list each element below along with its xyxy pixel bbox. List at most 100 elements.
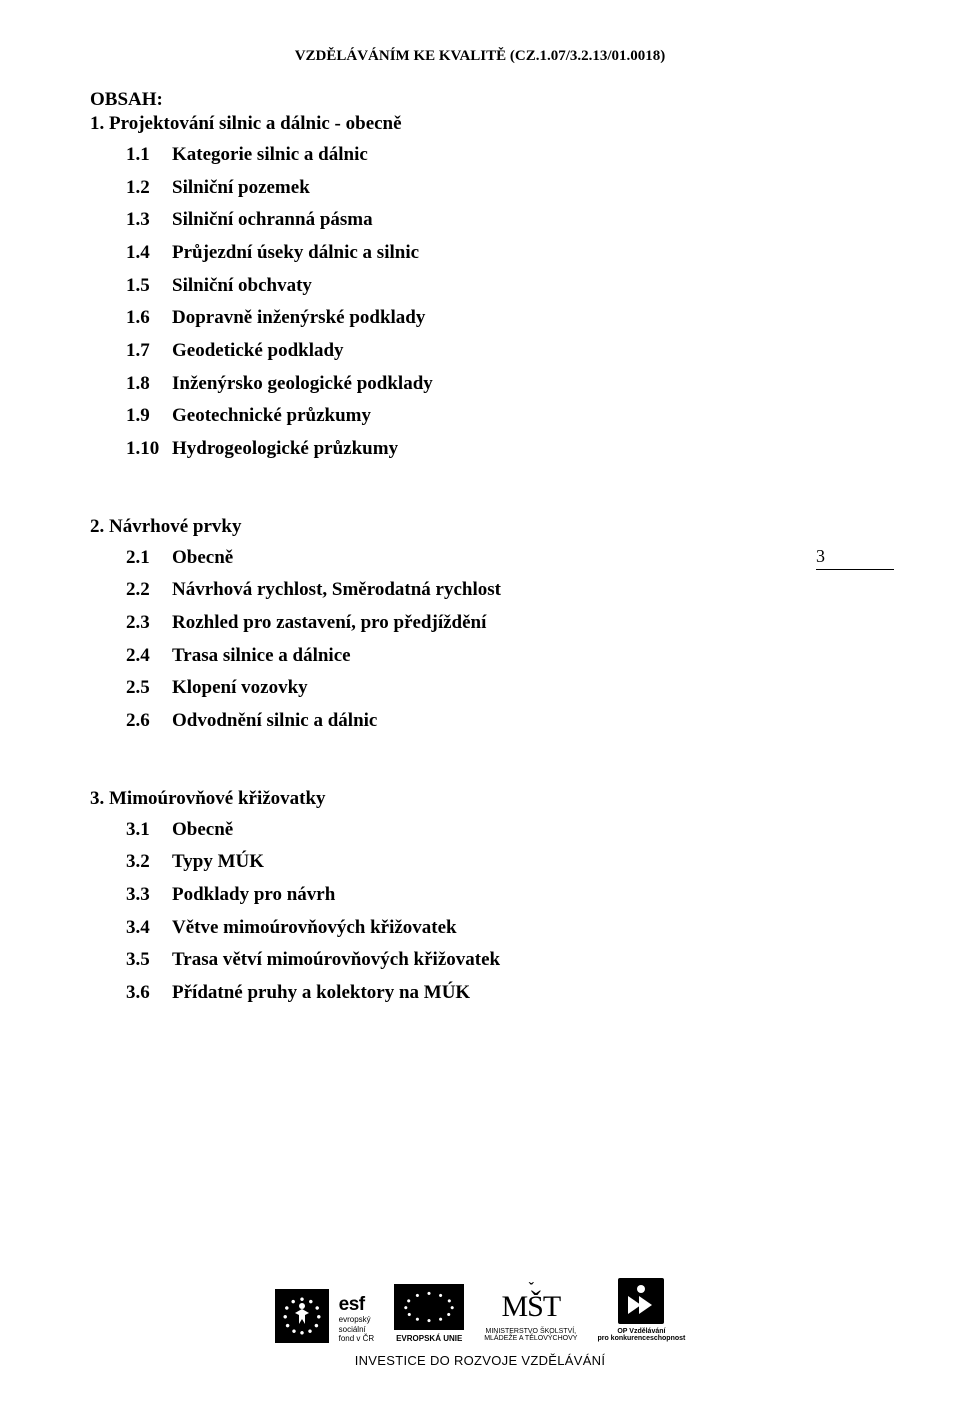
toc-item-number: 3.1 [126,814,172,847]
toc-item-number: 3.6 [126,977,172,1010]
toc-item-number: 1.1 [126,139,172,172]
toc-item-label: Větve mimoúrovňových křižovatek [172,912,870,945]
chapter-title: 1. Projektování silnic a dálnic - obecně [90,113,870,135]
toc-item-label: Průjezdní úseky dálnic a silnic [172,237,870,270]
obsah-heading: OBSAH: [90,89,870,111]
toc-item-label: Typy MÚK [172,846,870,879]
toc-item: 1.4Průjezdní úseky dálnic a silnic [126,237,870,270]
msmt-logo: ˇ MŠT MINISTERSTVO ŠKOLSTVÍ, MLÁDEŽE A T… [484,1284,577,1343]
toc-item-label: Klopení vozovky [172,672,870,705]
toc-item-label: Návrhová rychlost, Směrodatná rychlost [172,574,870,607]
toc-item-number: 1.9 [126,400,172,433]
opvk-caption-line1: OP Vzdělávání [617,1328,665,1335]
toc-item: 3.4Větve mimoúrovňových křižovatek [126,912,870,945]
opvk-caption: OP Vzdělávání pro konkurenceschopnost [597,1328,685,1343]
toc-item-number: 3.4 [126,912,172,945]
footer: esf evropský sociální fond v ČR EVROPSKÁ… [0,1278,960,1368]
chapter-title: 3. Mimoúrovňové křižovatky [90,788,870,810]
page-number-box: 3 [816,546,894,570]
toc-item: 1.6Dopravně inženýrské podklady [126,302,870,335]
toc-item-label: Kategorie silnic a dálnic [172,139,870,172]
toc-item-label: Geotechnické průzkumy [172,400,870,433]
toc-item-number: 1.5 [126,270,172,303]
toc-item-label: Odvodnění silnic a dálnic [172,705,870,738]
msmt-caption: MINISTERSTVO ŠKOLSTVÍ, MLÁDEŽE A TĚLOVÝC… [484,1328,577,1343]
toc-item-label: Silniční ochranná pásma [172,204,870,237]
footer-logo-row: esf evropský sociální fond v ČR EVROPSKÁ… [275,1278,686,1343]
toc-item: 1.10 Hydrogeologické průzkumy [126,433,870,466]
esf-logo: esf evropský sociální fond v ČR [275,1289,375,1343]
esf-figure-icon [290,1302,314,1330]
toc-item-number: 1.3 [126,204,172,237]
esf-logo-mark [275,1289,329,1343]
toc-item: 2.5Klopení vozovky [126,672,870,705]
toc-item-label: Podklady pro návrh [172,879,870,912]
toc-item: 1.2Silniční pozemek [126,172,870,205]
msmt-caption-line2: MLÁDEŽE A TĚLOVÝCHOVY [484,1335,577,1342]
msmt-mark: ˇ MŠT [500,1284,562,1324]
toc-list: 2.1Obecně2.2Návrhová rychlost, Směrodatn… [90,542,870,738]
msmt-caption-line1: MINISTERSTVO ŠKOLSTVÍ, [486,1328,577,1335]
toc-item: 1.8 Inženýrsko geologické podklady [126,368,870,401]
toc-item: 2.3Rozhled pro zastavení, pro předjížděn… [126,607,870,640]
toc-item-number: 1.6 [126,302,172,335]
toc-list: 3.1Obecně3.2Typy MÚK3.3Podklady pro návr… [90,814,870,1010]
esf-line1: evropský [339,1315,371,1324]
chapter-title: 2. Návrhové prvky [90,516,870,538]
toc-item-label: Inženýrsko geologické podklady [172,368,870,401]
toc-item-label: Přídatné pruhy a kolektory na MÚK [172,977,870,1010]
toc-item: 3.6Přídatné pruhy a kolektory na MÚK [126,977,870,1010]
toc-item-label: Obecně [172,542,870,575]
toc-item-label: Silniční pozemek [172,172,870,205]
toc-item-number: 1.4 [126,237,172,270]
toc-item: 3.2Typy MÚK [126,846,870,879]
toc-item: 1.7 Geodetické podklady [126,335,870,368]
page: VZDĚLÁVÁNÍM KE KVALITĚ (CZ.1.07/3.2.13/0… [0,0,960,1410]
opvk-caption-line2: pro konkurenceschopnost [597,1335,685,1342]
opvk-dot-icon [637,1285,645,1293]
toc-item-number: 2.2 [126,574,172,607]
footer-invest-text: INVESTICE DO ROZVOJE VZDĚLÁVÁNÍ [355,1353,606,1368]
toc-item-number: 2.6 [126,705,172,738]
esf-big-label: esf [339,1294,375,1316]
esf-logo-text: esf evropský sociální fond v ČR [339,1294,375,1343]
document-header: VZDĚLÁVÁNÍM KE KVALITĚ (CZ.1.07/3.2.13/0… [90,48,870,65]
toc-item: 3.5Trasa větví mimoúrovňových křižovatek [126,944,870,977]
toc-item-number: 3.3 [126,879,172,912]
toc-item-label: Dopravně inženýrské podklady [172,302,870,335]
toc-item: 1.1Kategorie silnic a dálnic [126,139,870,172]
toc-item: 2.1Obecně [126,542,870,575]
eu-flag-icon [394,1284,464,1330]
toc-item: 1.9Geotechnické průzkumy [126,400,870,433]
opvk-mark-icon [618,1278,664,1324]
toc-item-number: 3.2 [126,846,172,879]
toc-item-label: Obecně [172,814,870,847]
toc-item: 2.4Trasa silnice a dálnice [126,640,870,673]
toc-item-number: 3.5 [126,944,172,977]
toc-item-number: 2.3 [126,607,172,640]
page-number: 3 [816,546,894,567]
toc-item: 2.2Návrhová rychlost, Směrodatná rychlos… [126,574,870,607]
toc-item-label: Trasa silnice a dálnice [172,640,870,673]
opvk-logo: OP Vzdělávání pro konkurenceschopnost [597,1278,685,1343]
toc-item-number: 1.2 [126,172,172,205]
msmt-hacek-icon: ˇ [529,1280,533,1298]
toc-item: 2.6Odvodnění silnic a dálnic [126,705,870,738]
toc-item-label: Silniční obchvaty [172,270,870,303]
toc-item: 1.5Silniční obchvaty [126,270,870,303]
toc-item-label: Trasa větví mimoúrovňových křižovatek [172,944,870,977]
toc-item-label: Geodetické podklady [172,335,870,368]
toc-item-number: 2.1 [126,542,172,575]
page-number-underline [816,569,894,570]
toc-item-label: Rozhled pro zastavení, pro předjíždění [172,607,870,640]
toc-item: 3.1Obecně [126,814,870,847]
toc-item-number: 1.8 [126,368,172,401]
toc-item: 3.3Podklady pro návrh [126,879,870,912]
toc-item-number: 1.7 [126,335,172,368]
toc-item-number: 1.10 [126,433,172,466]
table-of-contents: 1. Projektování silnic a dálnic - obecně… [90,113,870,1010]
toc-list: 1.1Kategorie silnic a dálnic1.2Silniční … [90,139,870,466]
eu-caption: EVROPSKÁ UNIE [396,1334,462,1343]
eu-logo: EVROPSKÁ UNIE [394,1284,464,1343]
toc-item-number: 2.4 [126,640,172,673]
